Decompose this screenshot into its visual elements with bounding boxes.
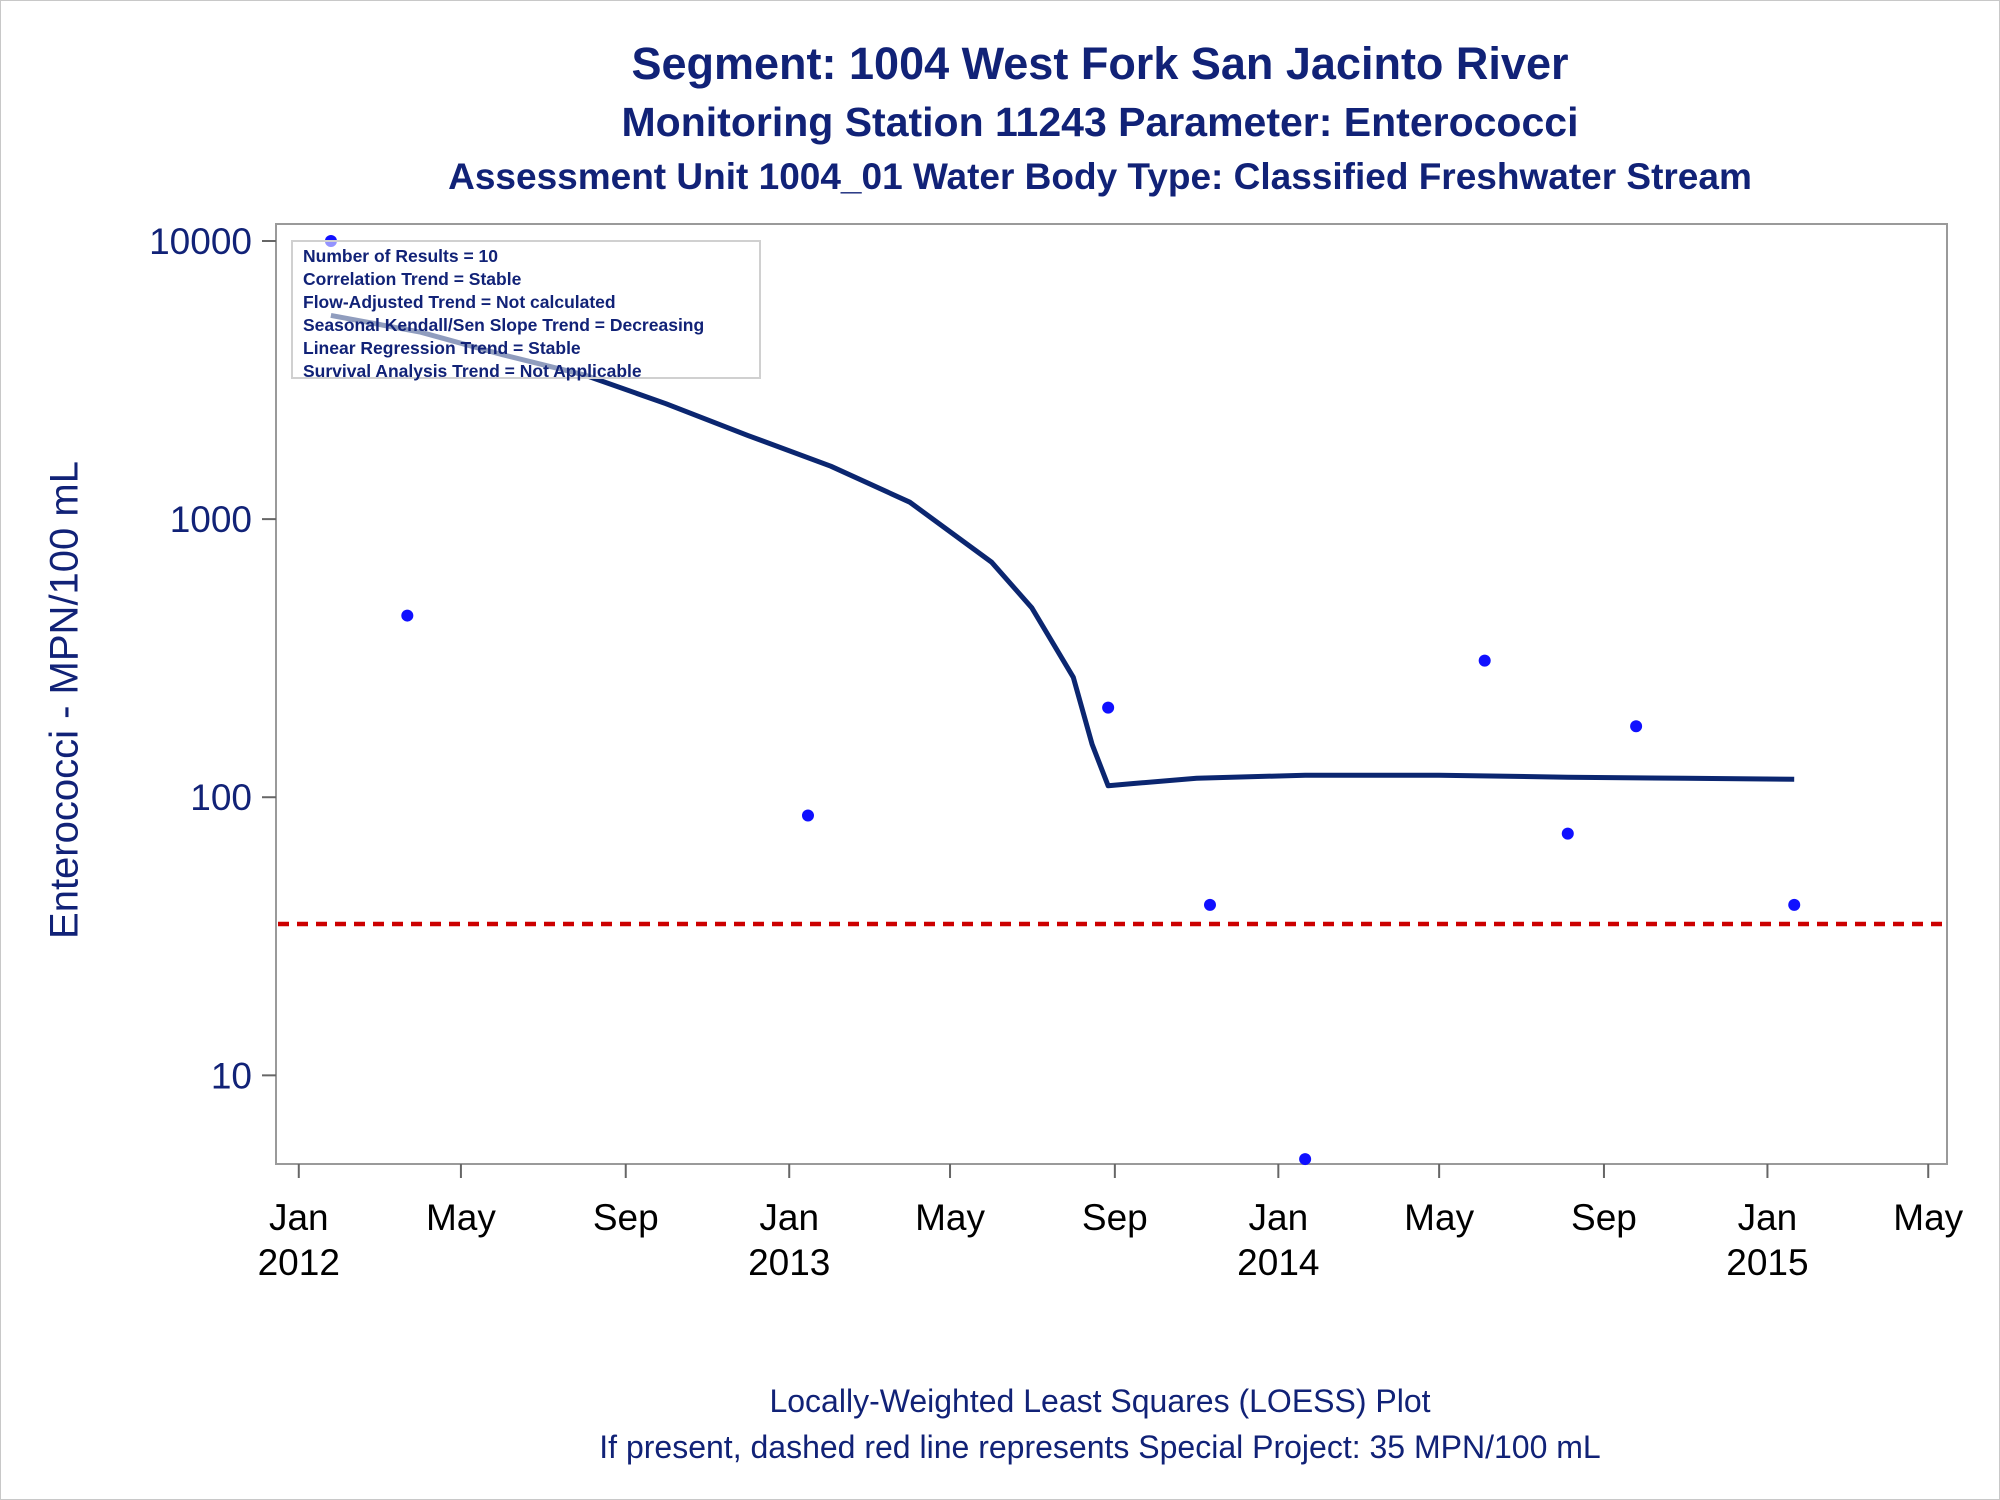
data-point	[1102, 701, 1115, 714]
stat-number-of-results: Number of Results = 10	[303, 246, 498, 266]
stat-flow-adjusted-trend: Flow-Adjusted Trend = Not calculated	[303, 292, 616, 312]
trend-statistics-box: Number of Results = 10 Correlation Trend…	[291, 240, 761, 381]
data-point	[1299, 1153, 1312, 1166]
data-point	[401, 609, 414, 622]
data-point	[1203, 898, 1216, 911]
x-tick-label: Jan	[1738, 1197, 1798, 1238]
x-tick-label: May	[1893, 1197, 1963, 1238]
data-point	[1630, 720, 1643, 733]
y-tick-label: 10	[211, 1055, 252, 1096]
y-tick-label: 10000	[149, 221, 252, 262]
footnote-loess: Locally-Weighted Least Squares (LOESS) P…	[769, 1383, 1431, 1419]
stat-survival-analysis-trend: Survival Analysis Trend = Not Applicable	[303, 361, 642, 381]
y-tick-label: 1000	[170, 499, 252, 540]
x-tick-year-label: 2012	[258, 1242, 340, 1283]
x-tick-label: May	[426, 1197, 496, 1238]
stat-correlation-trend: Correlation Trend = Stable	[303, 269, 522, 289]
x-tick-label: Sep	[1571, 1197, 1637, 1238]
chart-subtitle: Monitoring Station 11243 Parameter: Ente…	[621, 99, 1579, 145]
x-tick-label: Jan	[1249, 1197, 1309, 1238]
data-point	[1788, 898, 1801, 911]
data-point	[1561, 827, 1574, 840]
x-tick-label: May	[1404, 1197, 1474, 1238]
stat-seasonal-kendall-trend: Seasonal Kendall/Sen Slope Trend = Decre…	[303, 315, 705, 335]
x-tick-year-label: 2013	[748, 1242, 830, 1283]
x-tick-label: May	[915, 1197, 985, 1238]
x-tick-label: Sep	[593, 1197, 659, 1238]
data-point	[801, 809, 814, 822]
x-tick-year-label: 2014	[1237, 1242, 1319, 1283]
x-tick-year-label: 2015	[1726, 1242, 1808, 1283]
chart-subtitle-2: Assessment Unit 1004_01 Water Body Type:…	[448, 156, 1752, 197]
x-tick-label: Jan	[269, 1197, 329, 1238]
x-tick-label: Sep	[1082, 1197, 1148, 1238]
data-point	[1478, 654, 1491, 667]
x-tick-label: Jan	[759, 1197, 819, 1238]
stat-linear-regression-trend: Linear Regression Trend = Stable	[303, 338, 581, 358]
plot-area-border	[275, 223, 1948, 1165]
loess-trend-line	[330, 312, 1795, 789]
y-tick-label: 100	[190, 777, 252, 818]
chart-title: Segment: 1004 West Fork San Jacinto Rive…	[631, 38, 1569, 89]
footnote-reference-line: If present, dashed red line represents S…	[599, 1429, 1601, 1465]
